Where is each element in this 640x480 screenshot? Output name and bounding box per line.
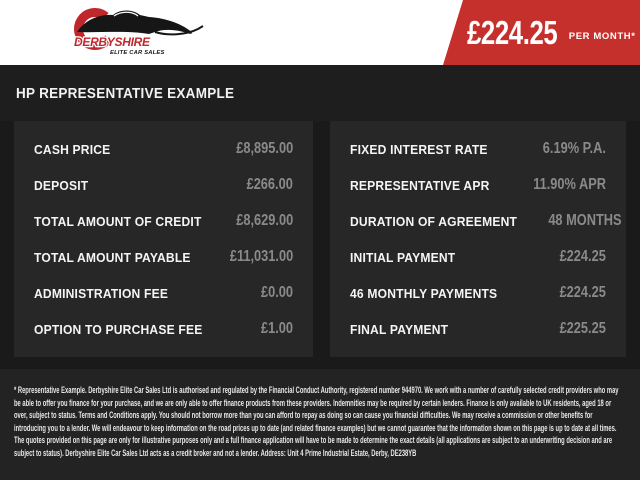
row-value: £266.00 [246,176,293,193]
finance-row-monthly-payments: 46 MONTHLY PAYMENTS £224.25 [350,275,606,311]
footer-disclaimer: * Representative Example. Derbyshire Eli… [14,385,619,458]
price-banner [443,0,640,65]
row-label: INITIAL PAYMENT [350,249,456,265]
row-value: £225.25 [559,320,606,337]
price-suffix-label: PER MONTH* [568,31,636,42]
finance-row-duration: DURATION OF AGREEMENT 48 MONTHS [350,203,621,239]
row-value: £224.25 [559,284,606,301]
finance-row-final-payment: FINAL PAYMENT £225.25 [350,311,606,347]
title-bar: HP REPRESENTATIVE EXAMPLE [0,65,640,121]
header: DERBYSHIRE ELITE CAR SALES £224.25 PER M… [0,0,640,65]
row-value: £8,629.00 [236,212,293,229]
finance-row-initial-payment: INITIAL PAYMENT £224.25 [350,239,606,275]
brand-name-primary: DERBYSHIRE [74,35,151,49]
finance-row-interest-rate: FIXED INTEREST RATE 6.19% P.A. [350,131,606,167]
car-logo-icon [74,8,204,50]
row-label: TOTAL AMOUNT PAYABLE [34,249,191,265]
row-value: £224.25 [559,248,606,265]
finance-row-deposit: DEPOSIT £266.00 [34,167,293,203]
row-label: FIXED INTEREST RATE [350,141,488,157]
row-label: DURATION OF AGREEMENT [350,213,518,229]
row-label: REPRESENTATIVE APR [350,177,490,193]
row-label: OPTION TO PURCHASE FEE [34,321,203,337]
row-value: 11.90% APR [533,176,606,193]
finance-panel-left: CASH PRICE £8,895.00 DEPOSIT £266.00 TOT… [14,121,313,357]
finance-row-total-credit: TOTAL AMOUNT OF CREDIT £8,629.00 [34,203,293,239]
monthly-price: £224.25 [467,13,558,51]
row-label: CASH PRICE [34,141,111,157]
footer: * Representative Example. Derbyshire Eli… [0,369,640,480]
finance-row-cash-price: CASH PRICE £8,895.00 [34,131,293,167]
finance-section: CASH PRICE £8,895.00 DEPOSIT £266.00 TOT… [0,121,640,369]
brand-name-secondary: ELITE CAR SALES [110,50,165,56]
row-label: TOTAL AMOUNT OF CREDIT [34,213,202,229]
row-label: FINAL PAYMENT [350,321,449,337]
row-label: 46 MONTHLY PAYMENTS [350,285,498,301]
row-value: 6.19% P.A. [542,140,606,157]
row-value: £0.00 [260,284,293,301]
finance-row-option-fee: OPTION TO PURCHASE FEE £1.00 [34,311,293,347]
row-value: £11,031.00 [229,248,293,265]
row-label: DEPOSIT [34,177,89,193]
row-value: £1.00 [260,320,293,337]
finance-row-apr: REPRESENTATIVE APR 11.90% APR [350,167,606,203]
page-title: HP REPRESENTATIVE EXAMPLE [16,84,235,102]
brand-logo: DERBYSHIRE ELITE CAR SALES [73,8,204,56]
finance-panel-right: FIXED INTEREST RATE 6.19% P.A. REPRESENT… [330,121,626,357]
row-value: 48 MONTHS [548,212,622,229]
row-label: ADMINISTRATION FEE [34,285,169,301]
finance-row-total-payable: TOTAL AMOUNT PAYABLE £11,031.00 [34,239,293,275]
finance-row-admin-fee: ADMINISTRATION FEE £0.00 [34,275,293,311]
row-value: £8,895.00 [236,140,293,157]
